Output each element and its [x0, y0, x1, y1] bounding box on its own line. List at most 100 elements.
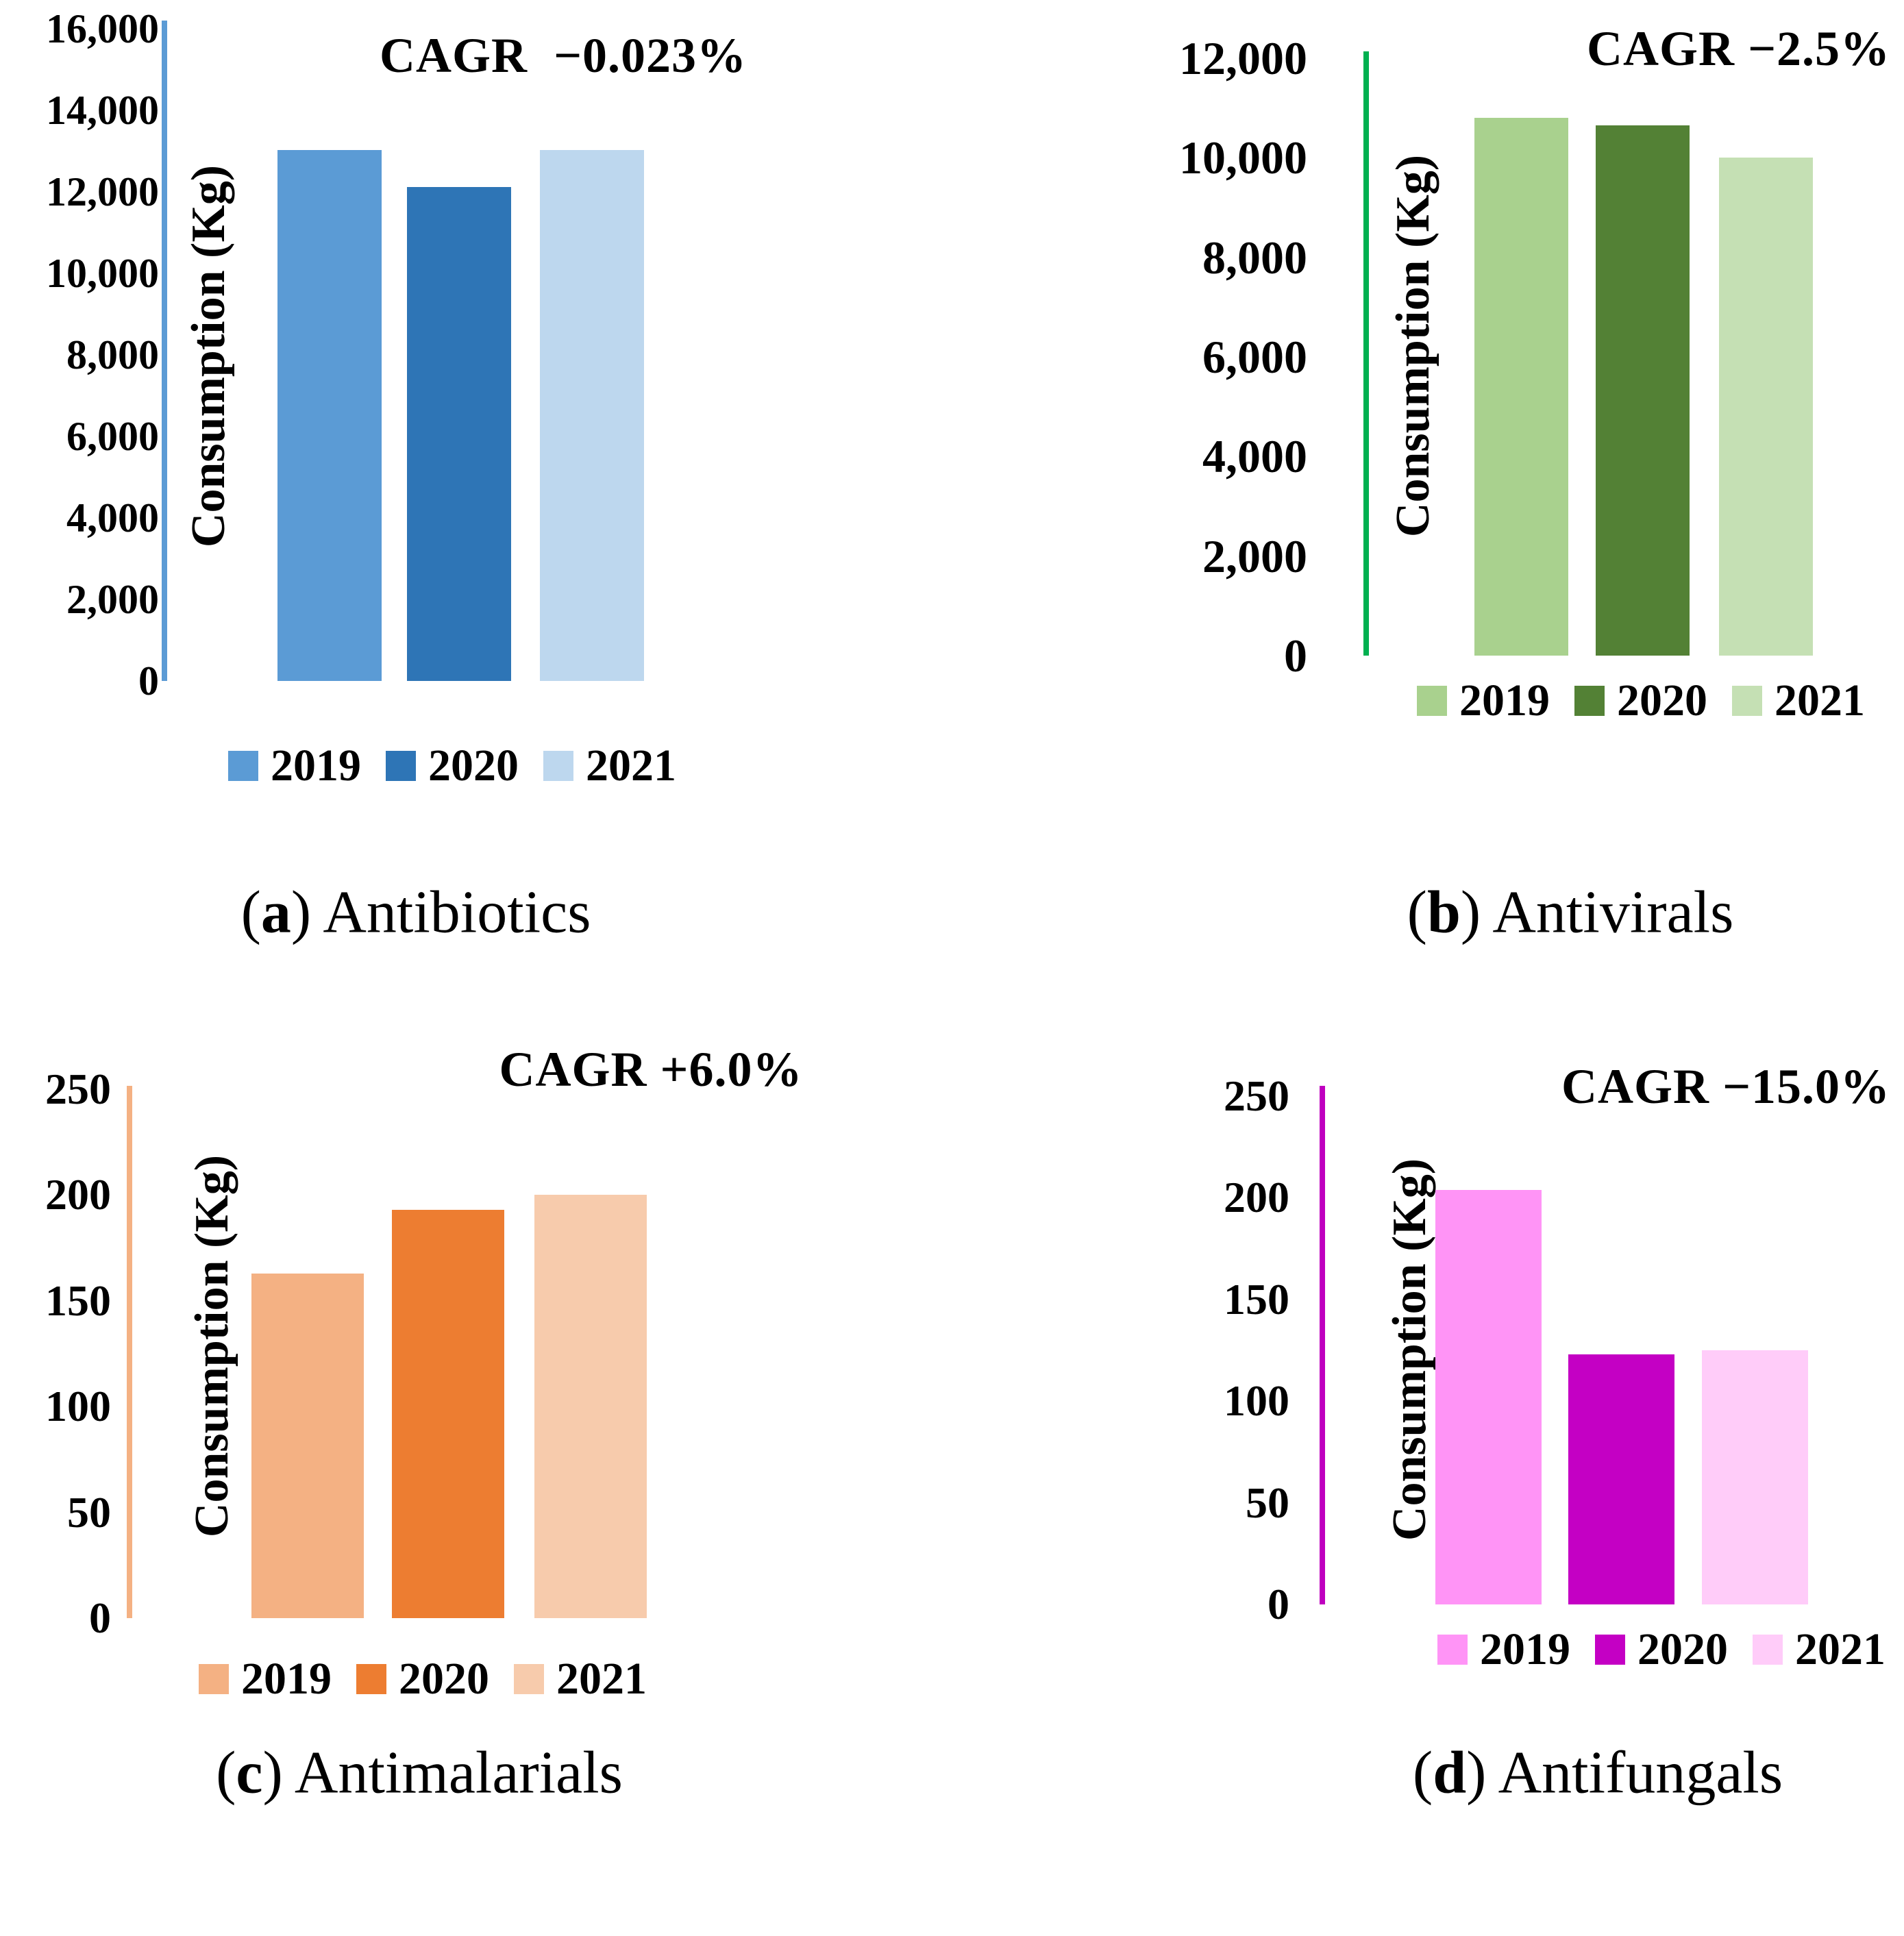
legend-swatch-2021	[543, 751, 573, 781]
legend-year-label: 2020	[428, 741, 519, 791]
cagr-title: CAGR −0.023%	[379, 28, 747, 83]
legend: 2019 2020 2021	[199, 1656, 647, 1702]
y-tick-label: 6,000	[66, 414, 159, 459]
legend-year-label: 2019	[1480, 1624, 1570, 1674]
y-tick-label: 100	[1224, 1376, 1289, 1426]
legend-year-label: 2019	[271, 741, 361, 791]
y-tick-label: 2,000	[1202, 530, 1307, 582]
legend-swatch-2021	[1732, 686, 1762, 716]
bar-2019	[1474, 118, 1568, 656]
legend-year-label: 2020	[1617, 675, 1707, 725]
caption-text: Antivirals	[1481, 879, 1734, 946]
y-tick-label: 150	[45, 1276, 111, 1325]
caption-paren: (	[1407, 879, 1427, 946]
bar-2019	[1435, 1190, 1542, 1604]
y-tick-label: 16,000	[46, 6, 159, 51]
legend-year-label: 2020	[1637, 1624, 1728, 1674]
legend-item: 2021	[1753, 1627, 1886, 1672]
bar-2020	[392, 1210, 504, 1618]
legend: 2019 2020 2021	[228, 743, 676, 789]
y-tick-label: 4,000	[66, 495, 159, 541]
legend-swatch-2019	[1437, 1635, 1468, 1665]
y-tick-label: 4,000	[1202, 430, 1307, 483]
y-tick-label: 0	[1268, 1580, 1289, 1628]
bar-2020	[407, 187, 511, 681]
y-tick-label: 50	[1246, 1478, 1289, 1527]
caption-paren: (	[1412, 1739, 1433, 1807]
legend-item: 2020	[356, 1656, 489, 1702]
y-axis-line	[1363, 51, 1369, 656]
caption-paren: )	[1460, 879, 1481, 946]
y-tick-label: 12,000	[1179, 32, 1307, 84]
legend-year-label: 2020	[399, 1654, 489, 1704]
cagr-title: CAGR −2.5%	[1586, 21, 1890, 76]
legend-year-label: 2019	[241, 1654, 332, 1704]
caption-letter: a	[260, 879, 291, 946]
y-tick-label: 200	[1224, 1173, 1289, 1222]
y-tick-label: 150	[1224, 1274, 1289, 1324]
legend-year-label: 2021	[1775, 675, 1865, 725]
caption-paren: )	[1466, 1739, 1487, 1807]
legend-year-label: 2021	[1795, 1624, 1886, 1674]
y-tick-label: 12,000	[46, 169, 159, 214]
caption-paren: (	[240, 879, 261, 946]
caption-antibiotics: (a) Antibiotics	[241, 878, 591, 947]
legend-swatch-2020	[1574, 686, 1605, 716]
legend-item: 2019	[228, 743, 361, 789]
caption-letter: b	[1426, 879, 1461, 946]
y-tick-label: 0	[1284, 629, 1307, 682]
y-tick-label: 6,000	[1202, 330, 1307, 383]
caption-letter: d	[1433, 1739, 1467, 1807]
legend-swatch-2019	[199, 1664, 229, 1694]
legend-item: 2020	[386, 743, 519, 789]
bar-2019	[277, 150, 382, 681]
legend-item: 2020	[1595, 1627, 1728, 1672]
legend-year-label: 2021	[556, 1654, 647, 1704]
legend-item: 2020	[1574, 678, 1707, 723]
legend: 2019 2020 2021	[1437, 1627, 1886, 1672]
caption-text: Antimalarials	[282, 1739, 623, 1807]
caption-antifungals: (d) Antifungals	[1413, 1739, 1783, 1808]
y-tick-label: 100	[45, 1382, 111, 1431]
bar-2020	[1568, 1354, 1674, 1604]
legend-item: 2019	[199, 1656, 332, 1702]
caption-paren: )	[262, 1739, 283, 1807]
y-tick-label: 2,000	[66, 577, 159, 622]
legend-year-label: 2019	[1459, 675, 1550, 725]
legend-swatch-2019	[1417, 686, 1447, 716]
legend-swatch-2019	[228, 751, 258, 781]
caption-letter: c	[236, 1739, 263, 1807]
cagr-title: CAGR +6.0%	[499, 1042, 803, 1097]
y-tick-label: 0	[138, 658, 159, 704]
caption-antimalarials: (c) Antimalarials	[216, 1739, 623, 1808]
y-tick-label: 250	[45, 1065, 111, 1113]
y-tick-label: 10,000	[1179, 132, 1307, 184]
caption-paren: (	[216, 1739, 236, 1807]
y-axis-title: Consumption (Kg)	[1383, 1158, 1436, 1541]
caption-text: Antifungals	[1486, 1739, 1783, 1807]
legend-item: 2019	[1417, 678, 1550, 723]
legend-swatch-2021	[1753, 1635, 1783, 1665]
caption-antivirals: (b) Antivirals	[1407, 878, 1734, 947]
legend-item: 2021	[1732, 678, 1865, 723]
bar-2020	[1596, 125, 1690, 656]
legend-swatch-2020	[356, 1664, 386, 1694]
caption-paren: )	[290, 879, 312, 946]
legend-year-label: 2021	[586, 741, 676, 791]
legend-item: 2021	[514, 1656, 647, 1702]
y-tick-label: 250	[1224, 1071, 1289, 1120]
bar-2021	[534, 1195, 647, 1618]
y-tick-label: 14,000	[46, 88, 159, 133]
legend: 2019 2020 2021	[1417, 678, 1865, 723]
legend-item: 2021	[543, 743, 676, 789]
y-tick-label: 200	[45, 1170, 111, 1219]
y-tick-label: 8,000	[1202, 231, 1307, 284]
legend-item: 2019	[1437, 1627, 1570, 1672]
y-tick-label: 10,000	[46, 251, 159, 296]
bar-2021	[1702, 1350, 1808, 1604]
y-axis-line	[1320, 1086, 1325, 1604]
cagr-title: CAGR −15.0%	[1561, 1059, 1890, 1114]
